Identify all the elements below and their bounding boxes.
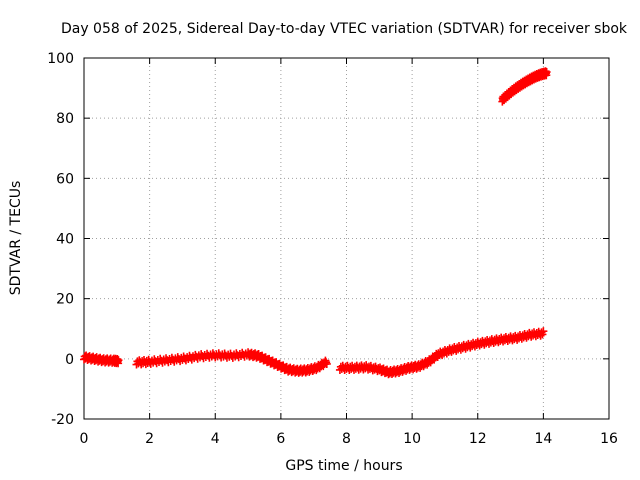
x-tick-label: 2: [145, 431, 154, 447]
x-axis-label: GPS time / hours: [285, 458, 402, 474]
chart-title: Day 058 of 2025, Sidereal Day-to-day VTE…: [61, 21, 628, 37]
data-point: [539, 327, 548, 336]
x-tick-label: 10: [403, 431, 421, 447]
y-tick-label: 40: [56, 232, 74, 248]
y-tick-label: 0: [65, 352, 74, 368]
x-tick-label: 16: [600, 431, 618, 447]
series-segment-3: [335, 327, 548, 379]
x-tick-label: 12: [469, 431, 487, 447]
x-tick-label: 0: [80, 431, 89, 447]
y-tick-label: -20: [51, 412, 74, 428]
data-point: [542, 67, 551, 76]
y-axis-ticks: -20 0 20 40 60 80 100: [47, 51, 609, 428]
x-tick-label: 8: [342, 431, 351, 447]
series-segment-1: [80, 351, 123, 368]
y-axis-label: SDTVAR / TECUs: [8, 181, 24, 296]
data-marks: [80, 67, 551, 379]
series-segment-4: [498, 67, 551, 106]
y-tick-label: 60: [56, 171, 74, 187]
y-tick-label: 100: [47, 51, 74, 67]
y-tick-label: 80: [56, 111, 74, 127]
y-tick-label: 20: [56, 292, 74, 308]
data-point: [114, 356, 123, 365]
x-tick-label: 6: [276, 431, 285, 447]
x-tick-label: 4: [211, 431, 220, 447]
series-segment-2: [132, 348, 331, 377]
x-axis-ticks: 0 2 4 6 8 10 12 14 16: [80, 58, 618, 447]
grid-lines: [84, 58, 609, 419]
x-tick-label: 14: [534, 431, 552, 447]
data-point: [322, 359, 331, 368]
